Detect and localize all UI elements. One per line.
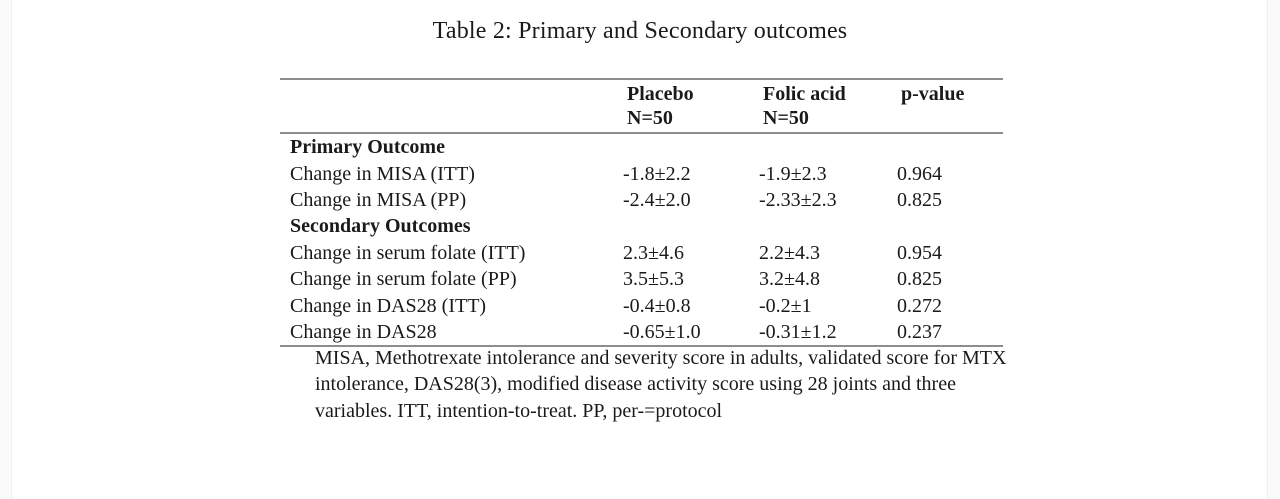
row-label: Primary Outcome	[290, 136, 445, 159]
placebo-value: -2.4±2.0	[623, 188, 691, 211]
row-label: Change in MISA (PP)	[290, 188, 467, 211]
folic-acid-value: 2.2±4.3	[759, 241, 820, 264]
column-label: p-value	[901, 83, 965, 105]
table-header-row: Placebo N=50 Folic acid N=50 p-value	[280, 80, 1003, 134]
folic-acid-value: -2.33±2.3	[759, 188, 837, 211]
placebo-value: 3.5±5.3	[623, 268, 684, 291]
p-value: 0.825	[897, 268, 942, 291]
row-label: Change in DAS28	[290, 320, 437, 343]
outcomes-table: Placebo N=50 Folic acid N=50 p-value Primary…	[280, 78, 1003, 348]
column-label: Folic acid	[763, 83, 846, 105]
column-sublabel: N=50	[763, 107, 809, 129]
folic-acid-value: 3.2±4.8	[759, 268, 820, 291]
table-row: Change in MISA (PP) -2.4±2.0 -2.33±2.3 0.82…	[280, 187, 1003, 213]
column-header-placebo: Placebo N=50	[621, 82, 757, 130]
placebo-value: -0.4±0.8	[623, 294, 691, 317]
p-value: 0.825	[897, 188, 942, 211]
row-label: Change in serum folate (ITT)	[290, 241, 526, 264]
section-row: Secondary Outcomes	[280, 213, 1003, 239]
section-row: Primary Outcome	[280, 134, 1003, 160]
folic-acid-value: -1.9±2.3	[759, 162, 827, 185]
column-header-p-value: p-value	[895, 82, 1003, 130]
column-header-folic-acid: Folic acid N=50	[757, 82, 895, 130]
row-label: Secondary Outcomes	[290, 215, 471, 238]
p-value: 0.954	[897, 241, 942, 264]
table-row: Change in DAS28 -0.65±1.0 -0.31±1.2 0.237	[280, 319, 1003, 345]
p-value: 0.237	[897, 320, 942, 343]
footnote-line: intolerance, DAS28(3), modified disease …	[315, 373, 956, 396]
footnote-line: MISA, Methotrexate intolerance and sever…	[315, 347, 1007, 369]
folic-acid-value: -0.2±1	[759, 294, 812, 317]
row-label: Change in MISA (ITT)	[290, 162, 475, 185]
page-left-margin	[0, 0, 12, 499]
column-label: Placebo	[627, 83, 694, 105]
placebo-value: -1.8±2.2	[623, 162, 691, 185]
row-label: Change in serum folate (PP)	[290, 268, 517, 291]
page-right-margin	[1267, 0, 1280, 499]
table-row: Change in MISA (ITT) -1.8±2.2 -1.9±2.3 0.96…	[280, 160, 1003, 186]
p-value: 0.272	[897, 294, 942, 317]
p-value: 0.964	[897, 162, 942, 185]
folic-acid-value: -0.31±1.2	[759, 320, 837, 343]
column-sublabel: N=50	[627, 107, 673, 129]
row-label: Change in DAS28 (ITT)	[290, 294, 487, 317]
footnote-line: variables. ITT, intention-to-treat. PP, …	[315, 399, 723, 422]
placebo-value: 2.3±4.6	[623, 241, 684, 264]
placebo-value: -0.65±1.0	[623, 320, 701, 343]
table-footnote: MISA, Methotrexate intolerance and sever…	[315, 345, 1105, 424]
table-row: Change in DAS28 (ITT) -0.4±0.8 -0.2±1 0.272	[280, 292, 1003, 318]
table-title: Table 2: Primary and Secondary outcomes	[432, 18, 848, 44]
table-body: Primary Outcome Change in MISA (ITT) -1.8±…	[280, 134, 1003, 345]
table-row: Change in serum folate (ITT) 2.3±4.6 2.2±4…	[280, 240, 1003, 266]
column-header-outcome	[280, 82, 621, 130]
table-row: Change in serum folate (PP) 3.5±5.3 3.2±4.…	[280, 266, 1003, 292]
